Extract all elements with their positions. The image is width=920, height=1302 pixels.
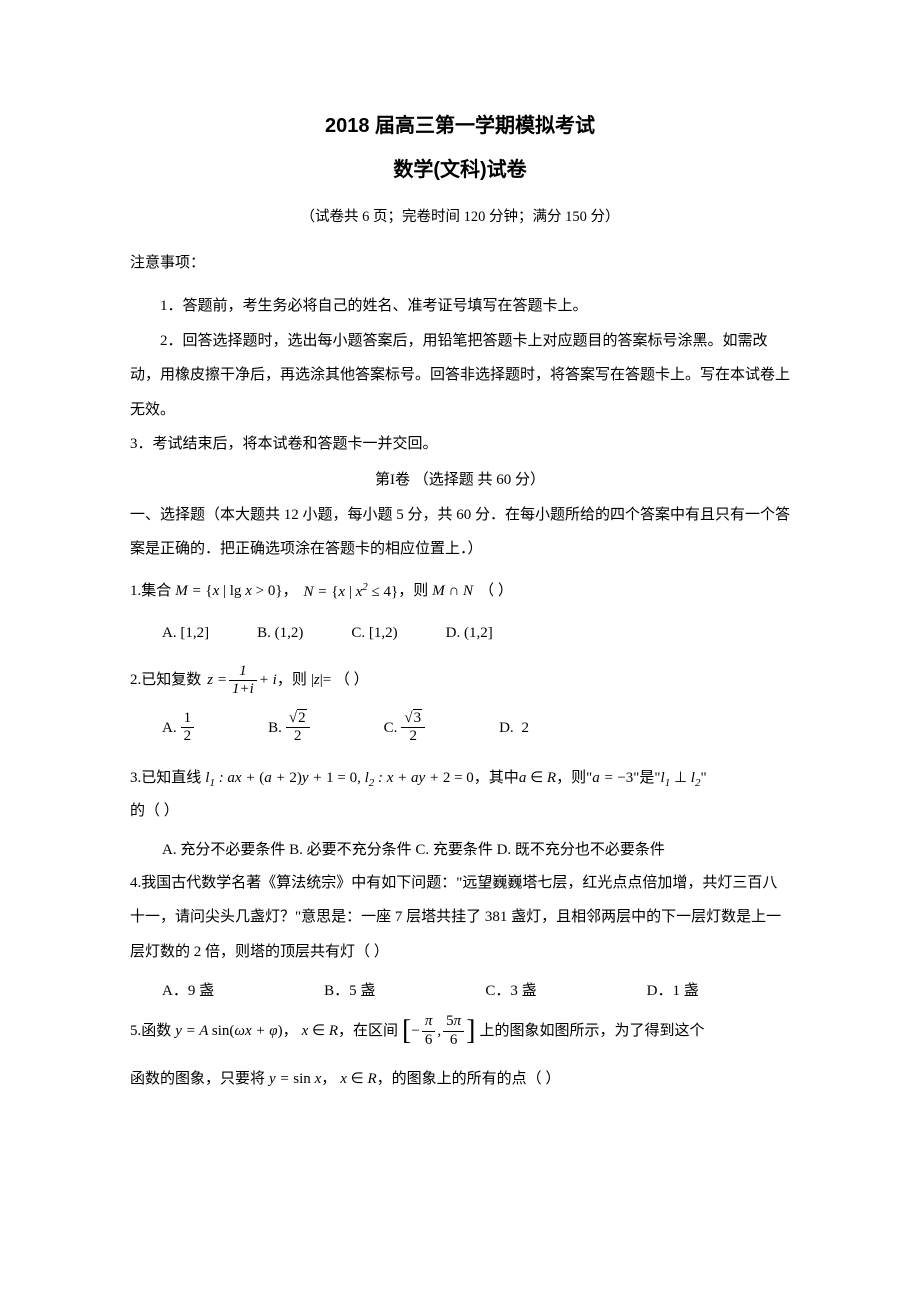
question-3: 3.已知直线 l1 : ax + (a + 2)y + 1 = 0, l2 : … (130, 762, 790, 795)
title-main: 2018 届高三第一学期模拟考试 (130, 110, 790, 142)
question-2: 2.已知复数 z = 11+i + i ，则 |z| = （ ） (130, 663, 790, 699)
q5-sep3: ， (321, 1063, 336, 1096)
q2-opt-b: B. √22 (268, 710, 312, 746)
q1-set-n: N = {x | x2 ≤ 4} (304, 575, 399, 609)
q5-suffix1: 上的图象如图所示，为了得到这个 (479, 1015, 704, 1048)
q5-y-sinx: y = sin x (269, 1063, 321, 1096)
q2-abs-z: |z| (311, 664, 323, 697)
q2-prefix: 2.已知复数 (130, 664, 201, 697)
q3-suffix: 的（ ） (130, 795, 790, 828)
q5-x-in-r: x ∈ R (302, 1015, 338, 1048)
q5-sep1: ， (283, 1015, 298, 1048)
q5-y-eq: y = A sin(ωx + φ) (175, 1015, 282, 1048)
q2-options: A. 12 B. √22 C. √32 D. 2 (162, 710, 790, 746)
q4-opt-a: A．9 盏 (162, 979, 214, 1003)
q1-opt-b: B. (1,2) (257, 621, 303, 645)
q2-opt-c: C. √32 (384, 710, 428, 746)
q2-sep: ，则 (277, 664, 307, 697)
q1-sep1: ， (283, 575, 298, 608)
notice-label: 注意事项： (130, 251, 790, 275)
q5-x-in-r2: x ∈ R (340, 1063, 376, 1096)
q4-opt-b: B．5 盏 (324, 979, 375, 1003)
question-1: 1.集合 M = {x | lg x > 0} ， N = {x | x2 ≤ … (130, 575, 790, 609)
q2-z-eq: z = 11+i + i (207, 663, 277, 699)
notice-item-2: 2．回答选择题时，选出每小题答案后，用铅笔把答题卡上对应题目的答案标号涂黑。如需… (130, 324, 790, 428)
q5-suffix2: ，的图象上的所有的点（ ） (377, 1063, 561, 1096)
q4-options: A．9 盏 B．5 盏 C．3 盏 D．1 盏 (162, 979, 790, 1003)
q3-lines: l1 : ax + (a + 2)y + 1 = 0, l2 : x + ay … (205, 762, 474, 795)
q3-mid1: ，其中 (474, 762, 519, 795)
q5-interval: [ − π6 , 5π6 ] (402, 1013, 475, 1049)
q4-opt-c: C．3 盏 (485, 979, 536, 1003)
exam-info: （试卷共 6 页；完卷时间 120 分钟；满分 150 分） (130, 206, 790, 229)
q1-paren: （ ） (479, 575, 513, 608)
q3-options: A. 充分不必要条件 B. 必要不充分条件 C. 充要条件 D. 既不充分也不必… (162, 838, 790, 862)
section1-desc: 一、选择题（本大题共 12 小题，每小题 5 分，共 60 分．在每小题所给的四… (130, 498, 790, 567)
notice-item-3: 3．考试结束后，将本试卷和答题卡一并交回。 (130, 427, 790, 462)
q2-opt-d: D. 2 (499, 716, 529, 740)
question-5: 5.函数 y = A sin(ωx + φ) ， x ∈ R ，在区间 [ − … (130, 1013, 790, 1049)
q1-prefix: 1.集合 (130, 575, 171, 608)
q3-mid2: ，则" (556, 762, 592, 795)
notice-item-1: 1．答题前，考生务必将自己的姓名、准考证号填写在答题卡上。 (130, 289, 790, 324)
question-5-line2: 函数的图象，只要将 y = sin x ， x ∈ R ，的图象上的所有的点（ … (130, 1063, 790, 1096)
q5-line2-pre: 函数的图象，只要将 (130, 1063, 265, 1096)
q1-expr: M ∩ N (432, 575, 473, 608)
q3-a-in-r: a ∈ R (519, 762, 556, 795)
q1-sep2: ，则 (398, 575, 428, 608)
q2-eq: = （ ） (323, 664, 369, 697)
q1-set-m: M = {x | lg x > 0} (175, 575, 282, 608)
q3-perp: l1 ⊥ l2 (661, 762, 701, 795)
title-sub: 数学(文科)试卷 (130, 154, 790, 186)
q3-prefix: 3.已知直线 (130, 762, 201, 795)
section1-header: 第I卷 （选择题 共 60 分） (130, 468, 790, 492)
q1-opt-c: C. [1,2) (351, 621, 397, 645)
q3-mid3: "是" (633, 762, 660, 795)
q1-opt-d: D. (1,2] (446, 621, 493, 645)
q1-opt-a: A. [1,2] (162, 621, 209, 645)
q4-opt-d: D．1 盏 (647, 979, 699, 1003)
q3-mid4: " (700, 762, 706, 795)
q2-opt-a: A. 12 (162, 710, 196, 746)
q5-sep2: ，在区间 (338, 1015, 398, 1048)
q5-prefix: 5.函数 (130, 1015, 171, 1048)
question-4: 4.我国古代数学名著《算法统宗》中有如下问题："远望巍巍塔七层，红光点点倍加增，… (130, 866, 790, 970)
q1-options: A. [1,2] B. (1,2) C. [1,2) D. (1,2] (162, 621, 790, 645)
q3-cond: a = −3 (592, 762, 633, 795)
